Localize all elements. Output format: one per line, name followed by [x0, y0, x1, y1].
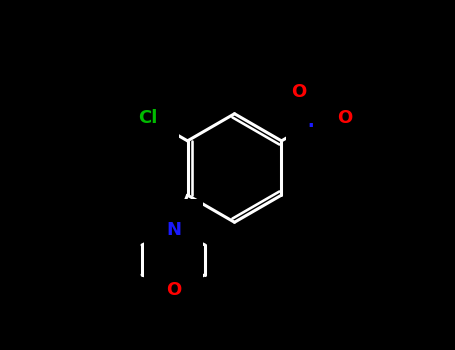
Text: O: O [337, 109, 352, 127]
Text: O: O [166, 281, 181, 299]
Text: O: O [292, 83, 307, 101]
Text: Cl: Cl [138, 109, 158, 127]
Text: N: N [307, 113, 322, 131]
Text: N: N [166, 221, 181, 239]
